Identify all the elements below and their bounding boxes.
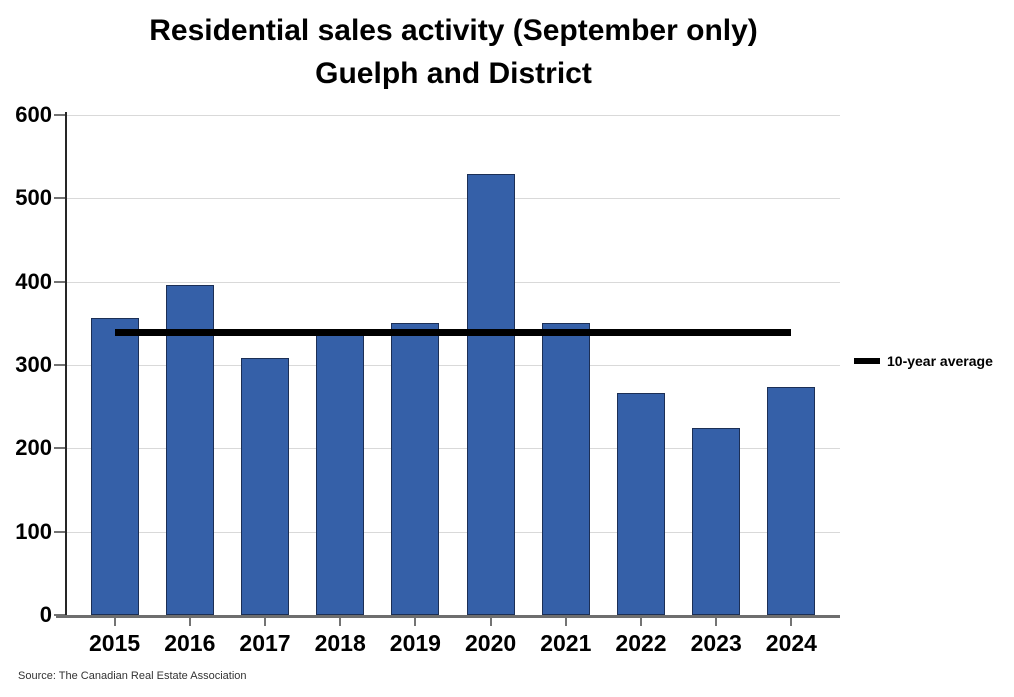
x-tick-2019 bbox=[414, 618, 417, 626]
gridline-200 bbox=[67, 448, 840, 450]
chart-title: Residential sales activity (September on… bbox=[67, 9, 840, 95]
y-axis-label-100: 100 bbox=[15, 518, 52, 544]
x-tick-2020 bbox=[489, 618, 492, 626]
bar-2021 bbox=[541, 322, 590, 615]
y-tick-400 bbox=[54, 280, 67, 283]
y-axis-label-400: 400 bbox=[15, 268, 52, 294]
y-tick-600 bbox=[54, 114, 67, 116]
chart-legend: 10-year average bbox=[854, 353, 993, 369]
bar-2017 bbox=[241, 358, 289, 615]
x-axis-label-2019: 2019 bbox=[389, 630, 441, 656]
average-line-legend-swatch-icon bbox=[854, 358, 880, 364]
bar-2023 bbox=[692, 428, 741, 615]
legend-label: 10-year average bbox=[887, 353, 993, 369]
bar-2020 bbox=[466, 174, 515, 615]
x-tick-2015 bbox=[113, 618, 116, 626]
x-axis-label-2024: 2024 bbox=[765, 630, 817, 656]
y-axis-label-200: 200 bbox=[15, 435, 52, 461]
y-tick-100 bbox=[54, 530, 67, 533]
x-tick-2022 bbox=[640, 618, 642, 626]
bar-2019 bbox=[391, 322, 440, 615]
x-axis-label-2017: 2017 bbox=[239, 630, 291, 656]
y-tick-300 bbox=[54, 364, 67, 366]
x-axis-label-2021: 2021 bbox=[540, 630, 592, 656]
x-axis-label-2018: 2018 bbox=[314, 630, 366, 656]
gridline-100 bbox=[67, 531, 840, 533]
gridline-600 bbox=[67, 115, 840, 116]
x-axis-label-2015: 2015 bbox=[89, 630, 141, 656]
bar-2015 bbox=[90, 318, 139, 615]
bar-2016 bbox=[165, 285, 214, 615]
y-tick-500 bbox=[54, 197, 67, 200]
bar-2024 bbox=[767, 386, 816, 615]
y-axis-line bbox=[65, 112, 67, 618]
x-axis-label-2022: 2022 bbox=[615, 630, 667, 656]
y-axis-label-300: 300 bbox=[15, 352, 52, 377]
gridline-400 bbox=[67, 281, 840, 283]
x-tick-2021 bbox=[564, 618, 567, 626]
x-tick-2024 bbox=[790, 618, 793, 626]
x-axis-label-2016: 2016 bbox=[164, 630, 216, 656]
bar-2018 bbox=[316, 334, 365, 615]
x-tick-2018 bbox=[339, 618, 342, 626]
gridline-500 bbox=[67, 198, 840, 200]
x-axis-line bbox=[56, 615, 840, 618]
chart-title-line1: Residential sales activity (September on… bbox=[149, 14, 758, 47]
y-axis-label-0: 0 bbox=[39, 602, 52, 627]
x-tick-2016 bbox=[188, 618, 191, 626]
ten-year-average-line bbox=[114, 329, 792, 336]
y-axis-label-600: 600 bbox=[15, 102, 52, 127]
chart-title-line2: Guelph and District bbox=[315, 57, 592, 90]
bar-2022 bbox=[617, 393, 665, 615]
y-axis-label-500: 500 bbox=[15, 185, 52, 211]
y-tick-200 bbox=[54, 447, 67, 450]
x-axis-label-2023: 2023 bbox=[690, 630, 742, 656]
x-tick-2023 bbox=[715, 618, 718, 626]
x-tick-2017 bbox=[264, 618, 266, 626]
gridline-300 bbox=[67, 365, 840, 366]
x-axis-label-2020: 2020 bbox=[465, 630, 517, 656]
source-note: Source: The Canadian Real Estate Associa… bbox=[18, 670, 247, 682]
